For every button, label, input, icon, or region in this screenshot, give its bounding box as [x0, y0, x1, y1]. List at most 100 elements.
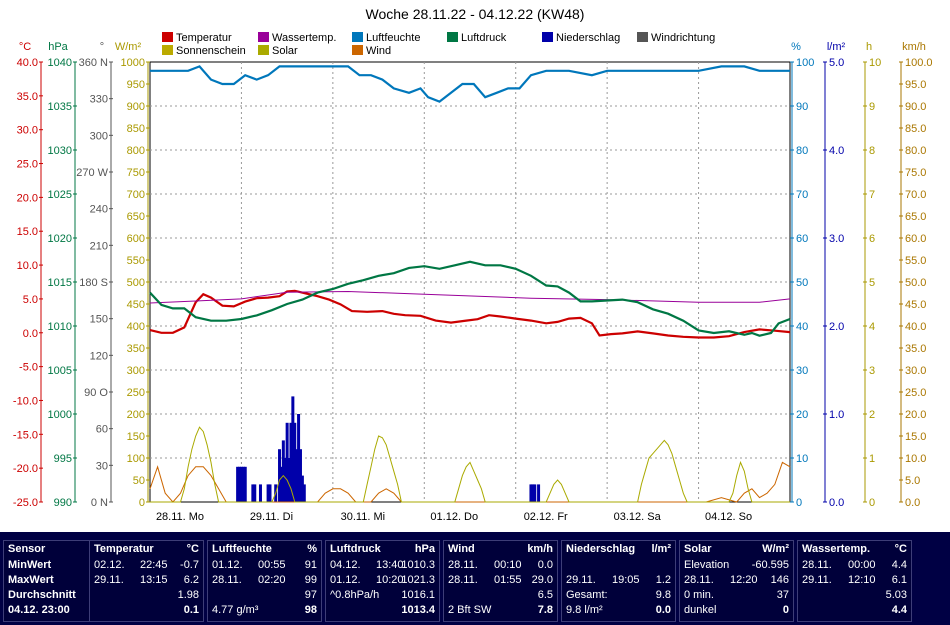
- stats-date: 28.11.: [448, 574, 478, 586]
- stats-time: 00:00: [848, 559, 876, 571]
- stats-unit: km/h: [527, 543, 553, 555]
- right-axis-tick-label: 3.0: [829, 233, 844, 245]
- stats-time: 10:20: [376, 574, 404, 586]
- left-axis-tick-label: 950: [127, 79, 145, 91]
- left-axis-tick-label: 600: [127, 233, 145, 245]
- right-axis-tick-label: 9: [869, 101, 875, 113]
- left-axis-tick-label: -15.0: [13, 429, 38, 441]
- legend-label: Temperatur: [176, 32, 232, 44]
- niederschlag-bar: [241, 466, 245, 502]
- stats-date: 04.12.: [330, 559, 361, 571]
- stats-value: 6.2: [183, 574, 199, 586]
- legend-label: Luftdruck: [461, 32, 507, 44]
- legend-swatch: [352, 45, 363, 55]
- x-tick-label: 04.12. So: [705, 511, 752, 523]
- left-axis-tick-label: 0: [139, 497, 145, 509]
- niederschlag-bar: [253, 484, 257, 502]
- left-axis-tick-label: 1000: [121, 57, 145, 69]
- stats-footer-value: 0.0: [655, 604, 671, 616]
- left-axis-tick-label: 300: [127, 365, 145, 377]
- right-axis-tick-label: 2: [869, 409, 875, 421]
- stats-header: Wassertemp.: [802, 543, 871, 555]
- niederschlag-bar: [287, 458, 291, 502]
- stats-time: 13:15: [140, 574, 168, 586]
- niederschlag-bar: [302, 484, 306, 502]
- stats-footer-label: 2 Bft SW: [448, 604, 492, 616]
- legend-item-sonnenschein: Sonnenschein: [162, 45, 246, 57]
- stats-date: 28.11.: [684, 574, 714, 586]
- stats-header: Sensor: [8, 543, 46, 555]
- niederschlag-bar: [258, 484, 262, 502]
- left-axis-tick-label: 40.0: [17, 57, 38, 69]
- stats-value: 6.1: [891, 574, 907, 586]
- left-axis-tick-label: 1030: [48, 145, 72, 157]
- left-axis-tick-label: 90 O: [84, 387, 108, 399]
- stats-value: 1016.1: [401, 589, 435, 601]
- stats-date: 28.11.: [448, 559, 478, 571]
- left-axis-tick-label: 360 N: [79, 57, 108, 69]
- right-axis-tick-label: 90: [796, 101, 808, 113]
- x-tick-label: 02.12. Fr: [524, 511, 568, 523]
- legend-label: Wind: [366, 45, 392, 57]
- niederschlag-bar: [298, 449, 302, 502]
- stats-unit: °C: [894, 543, 907, 555]
- left-axis-tick-label: 700: [127, 189, 145, 201]
- right-axis-tick-label: 2.0: [829, 321, 844, 333]
- stats-column-6: Solar W/m² Elevation -60.595 28.11. 12:20 146 0…: [679, 540, 794, 622]
- right-axis-tick-label: 3: [869, 365, 875, 377]
- legend-swatch: [162, 45, 173, 55]
- series-luftdruck: [149, 260, 791, 337]
- niederschlag-bar: [291, 396, 295, 502]
- stats-column-1: Temperatur °C 02.12. 22:45 -0.7 29.11. 13:15 6.…: [89, 540, 204, 622]
- stats-column-4: Wind km/h 28.11. 00:10 0.0 28.11. 01:55 29.0 6.5…: [443, 540, 558, 622]
- niederschlag-bar: [300, 475, 304, 502]
- left-axis-tick-label: 0 N: [91, 497, 108, 509]
- left-axis-tick-label: 1005: [48, 365, 72, 377]
- left-axis-tick-label: 150: [127, 431, 145, 443]
- niederschlag-bar: [285, 422, 289, 502]
- niederschlag-bar: [537, 484, 541, 502]
- stats-value: 1.2: [655, 574, 671, 586]
- niederschlag-bar: [293, 422, 297, 502]
- stats-row-label: MaxWert: [8, 574, 54, 586]
- left-axis-tick-label: -25.0: [13, 497, 38, 509]
- right-axis-unit: h: [866, 41, 872, 53]
- stats-value: 5.03: [885, 589, 907, 601]
- stats-footer-value: 1013.4: [401, 604, 435, 616]
- stats-date: 28.11.: [802, 559, 832, 571]
- niederschlag-bar: [278, 449, 282, 502]
- stats-date: Gesamt:: [566, 589, 608, 601]
- right-axis-tick-label: 100.0: [905, 57, 933, 69]
- stats-value: 91: [304, 559, 317, 571]
- chart-title: Woche 28.11.22 - 04.12.22 (KW48): [365, 6, 585, 22]
- stats-value: 97: [304, 589, 317, 601]
- stats-time: 00:10: [494, 559, 522, 571]
- stats-header: Niederschlag: [566, 543, 636, 555]
- right-axis-tick-label: 1.0: [829, 409, 844, 421]
- stats-footer-value: 0.1: [183, 604, 199, 616]
- left-axis-tick-label: 1015: [48, 277, 72, 289]
- stats-date: 29.11.: [802, 574, 832, 586]
- right-axis-tick-label: 10: [869, 57, 881, 69]
- x-tick-label: 30.11. Mi: [341, 511, 385, 523]
- left-axis-tick-label: 10.0: [17, 260, 38, 272]
- x-tick-label: 01.12. Do: [430, 511, 478, 523]
- niederschlag-bar: [529, 484, 533, 502]
- left-axis-tick-label: 800: [127, 145, 145, 157]
- right-axis-unit: l/m²: [827, 41, 846, 53]
- niederschlag-bar: [266, 484, 270, 502]
- stats-value: 9.8: [655, 589, 671, 601]
- left-axis-tick-label: 1025: [48, 189, 72, 201]
- stats-row-label: MinWert: [8, 559, 52, 571]
- left-axis-tick-label: 900: [127, 101, 145, 113]
- right-axis-tick-label: 0.0: [829, 497, 844, 509]
- left-axis-tick-label: 50: [133, 475, 145, 487]
- weather-chart: °C-25.0-20.0-15.0-10.0-5.00.05.010.015.0…: [13, 41, 933, 523]
- stats-footer-value: 4.4: [891, 604, 907, 616]
- stats-table: Sensor MinWert MaxWert Durchschnitt 04.12. 2…: [0, 532, 950, 625]
- stats-header: Solar: [684, 543, 712, 555]
- right-axis-tick-label: 5.0: [905, 475, 920, 487]
- left-axis-tick-label: 1010: [48, 321, 72, 333]
- left-axis-tick-label: 650: [127, 211, 145, 223]
- left-axis-tick-label: 20.0: [17, 192, 38, 204]
